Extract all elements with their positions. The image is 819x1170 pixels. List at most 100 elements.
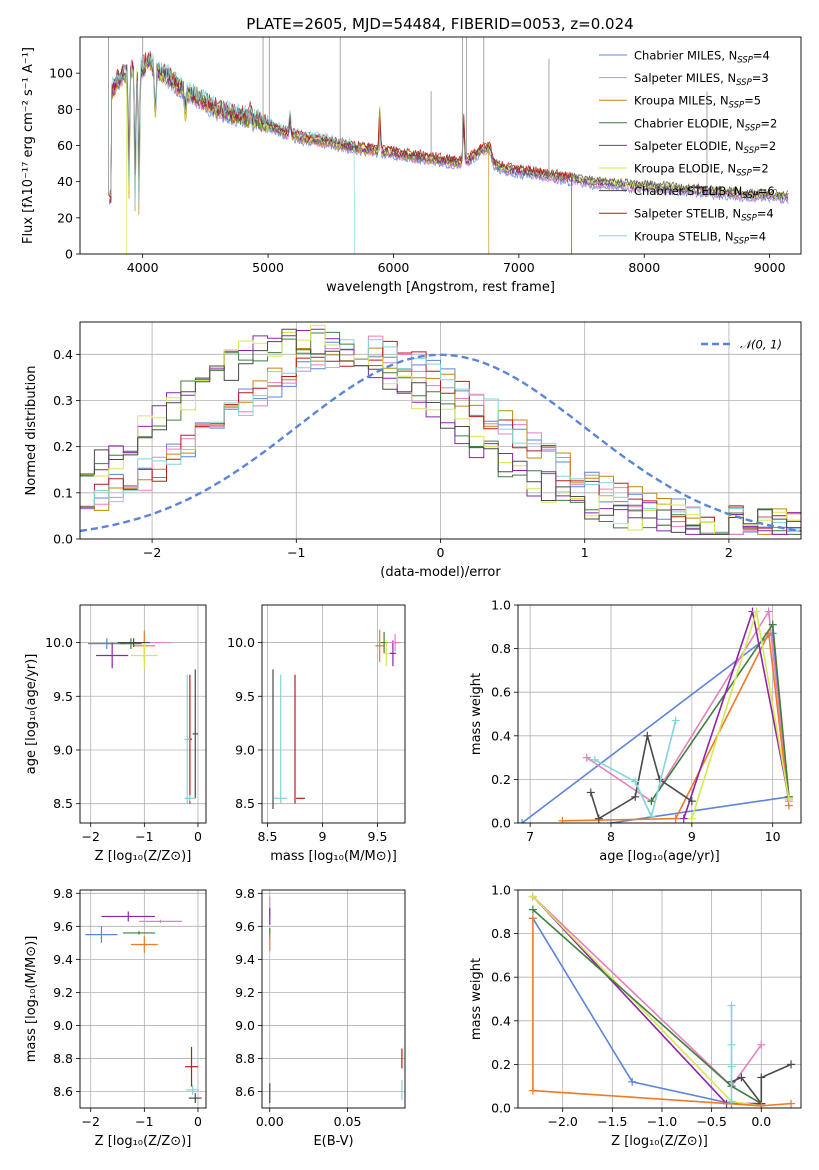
y-tick-label: 0 (65, 247, 73, 262)
errorbar-point (185, 1046, 198, 1087)
y-tick-label: 10.0 (227, 635, 255, 650)
y-tick-label: 60 (57, 138, 73, 153)
x-tick-label: 2 (725, 545, 733, 560)
legend-label-subscript: SSP (742, 191, 758, 201)
y-tick-label: 9.6 (235, 919, 255, 934)
y-tick-label: 20 (57, 210, 73, 225)
legend-label: Chabrier STELIB, NSSP=6 (634, 184, 775, 201)
y-tick-label: 0.2 (53, 439, 73, 454)
x-axis-label: age [log₁₀(age/yr)] (599, 849, 720, 864)
legend-label-value: =5 (744, 94, 761, 108)
x-tick-label: 6000 (378, 260, 410, 275)
legend-label-text: Salpeter STELIB, N (634, 207, 741, 221)
y-tick-label: 9.0 (53, 742, 73, 757)
weight-line-salpeter-elodie (532, 895, 762, 1105)
chart-mass-weight-vs-age: 7 8 9 10 0.0 0.2 0.4 0.6 0.8 1.0 age [log₁₀(age/yr… (469, 598, 802, 864)
x-tick-label: 9.5 (368, 829, 388, 844)
errorbar-point (101, 911, 156, 922)
figure-title: PLATE=2605, MJD=54484, FIBERID=0053, z=0… (246, 15, 633, 33)
weight-marker (737, 1073, 746, 1082)
weight-marker (687, 814, 696, 823)
x-tick-label: 4000 (127, 260, 159, 275)
errorbar-point (88, 638, 126, 650)
y-tick-label: 1.0 (491, 883, 511, 898)
x-tick-label: −2.0 (548, 1114, 578, 1129)
weight-marker (528, 892, 537, 901)
errorbar-points (85, 911, 202, 1104)
weight-marker (787, 1060, 796, 1069)
histogram-kroupa-stelib (80, 339, 801, 534)
chart-spectrum: 4000 5000 6000 7000 8000 9000 0 20 40 60 80 100 wave… (21, 36, 802, 295)
legend-label-value: =6 (758, 184, 775, 198)
spectrum-line-kroupa-stelib (109, 53, 355, 254)
x-tick-label: −1.0 (647, 1114, 677, 1129)
weight-marker (679, 814, 688, 823)
weight-marker (594, 814, 603, 823)
y-tick-label: 0.6 (491, 970, 511, 985)
weight-line-salpeter-miles (532, 895, 762, 1088)
weight-marker (647, 812, 656, 821)
weight-marker (528, 1086, 537, 1095)
y-tick-label: 0.8 (491, 926, 511, 941)
x-tick-label: −0.5 (696, 1114, 726, 1129)
y-tick-label: 9.4 (53, 952, 73, 967)
weight-marker (671, 716, 680, 725)
x-tick-label: 9000 (754, 260, 786, 275)
x-tick-label: −1 (135, 829, 153, 844)
y-tick-label: 100 (49, 66, 73, 81)
y-tick-label: 0.4 (491, 728, 511, 743)
x-tick-label: 8000 (628, 260, 660, 275)
errorbar-point (120, 638, 142, 650)
weight-marker (784, 795, 793, 804)
legend-label: Salpeter STELIB, NSSP=4 (634, 207, 774, 224)
y-tick-label: 9.0 (235, 1018, 255, 1033)
weight-marker (643, 731, 652, 740)
chart-residuals: −2 −1 0 1 2 0.0 0.1 0.2 0.3 0.4 (data-model)/error… (24, 321, 802, 580)
legend-label: Kroupa ELODIE, NSSP=2 (634, 162, 769, 179)
errorbar-point (389, 633, 401, 652)
y-tick-label: 0.0 (491, 816, 511, 831)
weight-marker (787, 1099, 796, 1108)
axes-frame (79, 889, 207, 1109)
weight-line-kroupa-elodie (532, 895, 762, 1107)
y-tick-label: 80 (57, 102, 73, 117)
errorbar-point (130, 642, 158, 669)
x-tick-label: −2 (82, 1114, 100, 1129)
weight-marker (727, 1040, 736, 1049)
chart-mass-vs-Z: −2 −1 0 8.6 8.8 9.0 9.2 9.4 9.6 9.8 Z [log₁₀(Z/Z⊙)… (24, 886, 207, 1149)
errorbar-points (88, 630, 198, 804)
weight-marker (757, 1040, 766, 1049)
errorbar-point (186, 1084, 200, 1095)
y-tick-label: 0.3 (53, 393, 73, 408)
x-tick-label: 8.5 (258, 829, 278, 844)
legend-label-value: =4 (749, 229, 766, 243)
weight-lines (528, 892, 796, 1108)
y-tick-label: 9.5 (235, 689, 255, 704)
errorbar-point (117, 638, 150, 647)
y-tick-label: 9.6 (53, 919, 73, 934)
legend-label-text: Chabrier ELODIE, N (634, 116, 745, 130)
x-axis-label: Z [log₁₀(Z/Z⊙)] (95, 1134, 192, 1149)
legend-label-value: =2 (759, 139, 776, 153)
y-tick-label: 9.8 (53, 886, 73, 901)
x-tick-label: 7000 (503, 260, 535, 275)
y-tick-label: 8.6 (53, 1084, 73, 1099)
legend: 𝒩(0, 1) (701, 338, 782, 352)
y-tick-label: 9.0 (53, 1018, 73, 1033)
weight-marker (687, 797, 696, 806)
gridlines (262, 890, 405, 1108)
y-axis-label: mass [log₁₀(M/M⊙)] (24, 936, 39, 1063)
weight-marker (752, 607, 761, 616)
weight-line-orange (532, 918, 792, 1107)
legend-label: Salpeter ELODIE, NSSP=2 (634, 139, 776, 156)
x-tick-label: 7 (526, 829, 534, 844)
errorbar-point (184, 795, 196, 802)
x-tick-label: 0 (194, 1114, 202, 1129)
legend-label-subscript: SSP (734, 236, 750, 246)
y-tick-label: 9.8 (235, 886, 255, 901)
legend-label-text: Salpeter ELODIE, N (634, 139, 744, 153)
legend-label-subscript: SSP (744, 146, 760, 156)
histogram-chabrier-stelib (80, 328, 801, 535)
